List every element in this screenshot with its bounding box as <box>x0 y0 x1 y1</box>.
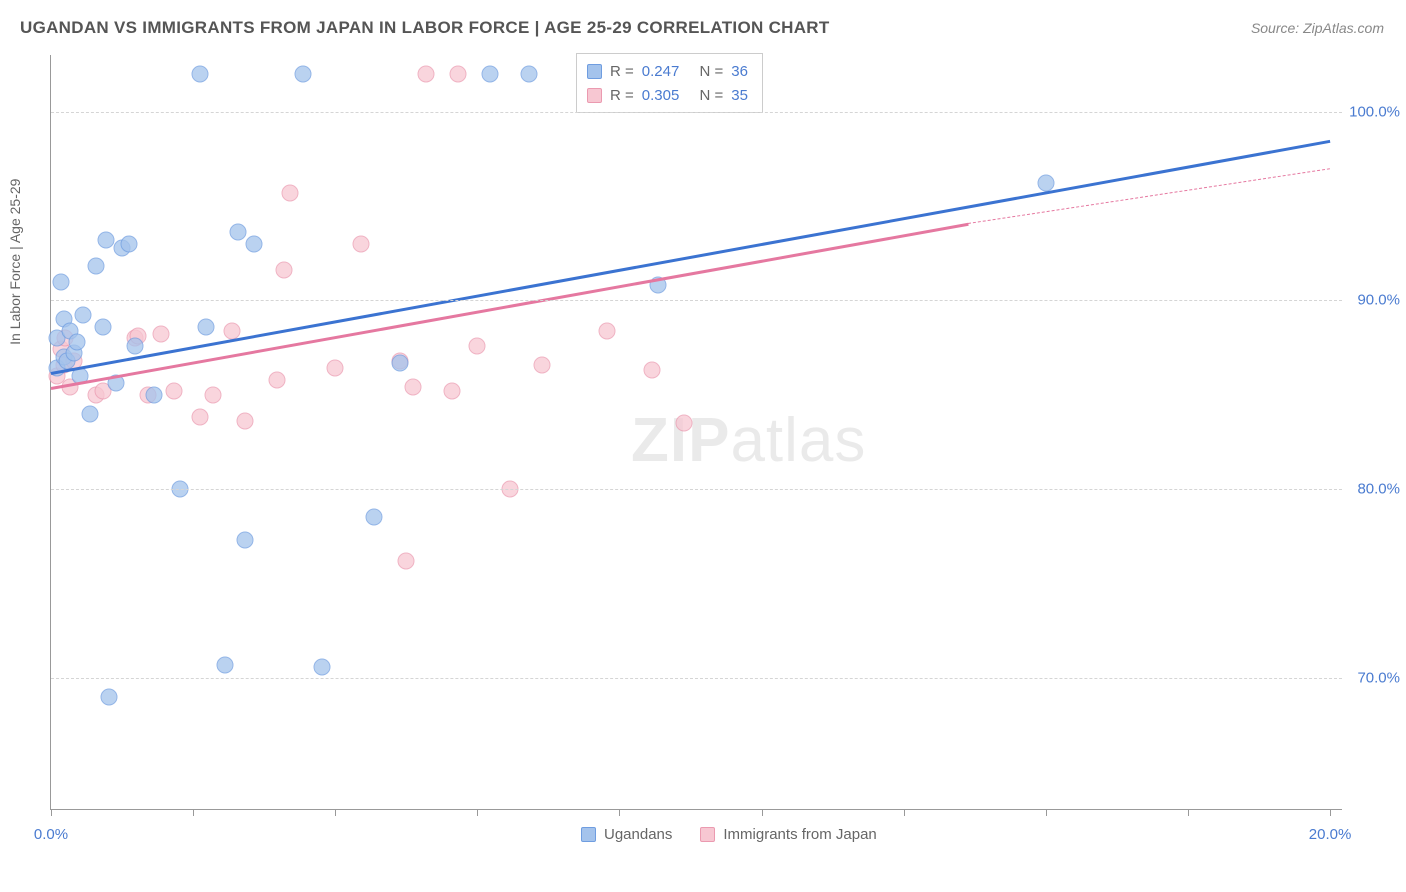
y-tick-label: 80.0% <box>1357 481 1400 498</box>
gridline <box>51 678 1342 679</box>
r-label: R = <box>610 63 634 80</box>
y-axis-title: In Labor Force | Age 25-29 <box>7 179 23 345</box>
swatch-blue-icon <box>587 64 602 79</box>
swatch-pink-icon <box>587 88 602 103</box>
n-label: N = <box>699 63 723 80</box>
y-tick-label: 100.0% <box>1349 103 1400 120</box>
x-tick <box>1330 809 1331 816</box>
r-value: 0.305 <box>642 87 680 104</box>
stats-row: R = 0.247 N = 36 <box>587 59 748 83</box>
trend-line <box>51 140 1331 375</box>
chart-plot-area: ZIPatlas R = 0.247 N = 36 R = 0.305 N = … <box>50 55 1342 810</box>
x-tick <box>51 809 52 816</box>
n-value: 36 <box>731 63 748 80</box>
x-tick-label: 20.0% <box>1309 826 1352 843</box>
x-tick <box>619 809 620 816</box>
y-tick-label: 70.0% <box>1357 669 1400 686</box>
x-tick <box>762 809 763 816</box>
trend-lines-layer <box>51 55 1342 809</box>
source-credit: Source: ZipAtlas.com <box>1251 20 1384 36</box>
stats-row: R = 0.305 N = 35 <box>587 83 748 107</box>
legend-item: Immigrants from Japan <box>700 826 876 843</box>
x-tick <box>193 809 194 816</box>
x-tick <box>1046 809 1047 816</box>
r-label: R = <box>610 87 634 104</box>
legend-label: Immigrants from Japan <box>723 826 876 843</box>
x-tick <box>477 809 478 816</box>
chart-title: UGANDAN VS IMMIGRANTS FROM JAPAN IN LABO… <box>20 18 830 38</box>
x-tick-label: 0.0% <box>34 826 68 843</box>
gridline <box>51 300 1342 301</box>
x-tick <box>335 809 336 816</box>
x-tick <box>904 809 905 816</box>
swatch-blue-icon <box>581 827 596 842</box>
n-label: N = <box>699 87 723 104</box>
gridline <box>51 112 1342 113</box>
r-value: 0.247 <box>642 63 680 80</box>
stats-legend-box: R = 0.247 N = 36 R = 0.305 N = 35 <box>576 53 763 113</box>
x-tick <box>1188 809 1189 816</box>
swatch-pink-icon <box>700 827 715 842</box>
trend-line <box>51 223 969 390</box>
legend-bottom: Ugandans Immigrants from Japan <box>581 826 877 843</box>
legend-item: Ugandans <box>581 826 672 843</box>
gridline <box>51 489 1342 490</box>
y-tick-label: 90.0% <box>1357 292 1400 309</box>
legend-label: Ugandans <box>604 826 672 843</box>
n-value: 35 <box>731 87 748 104</box>
